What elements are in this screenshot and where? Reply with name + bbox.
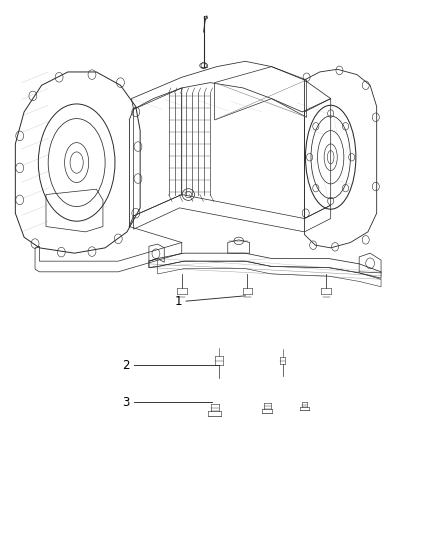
Text: 3: 3 [122, 396, 129, 409]
Text: 1: 1 [174, 295, 182, 308]
Text: 2: 2 [122, 359, 129, 372]
